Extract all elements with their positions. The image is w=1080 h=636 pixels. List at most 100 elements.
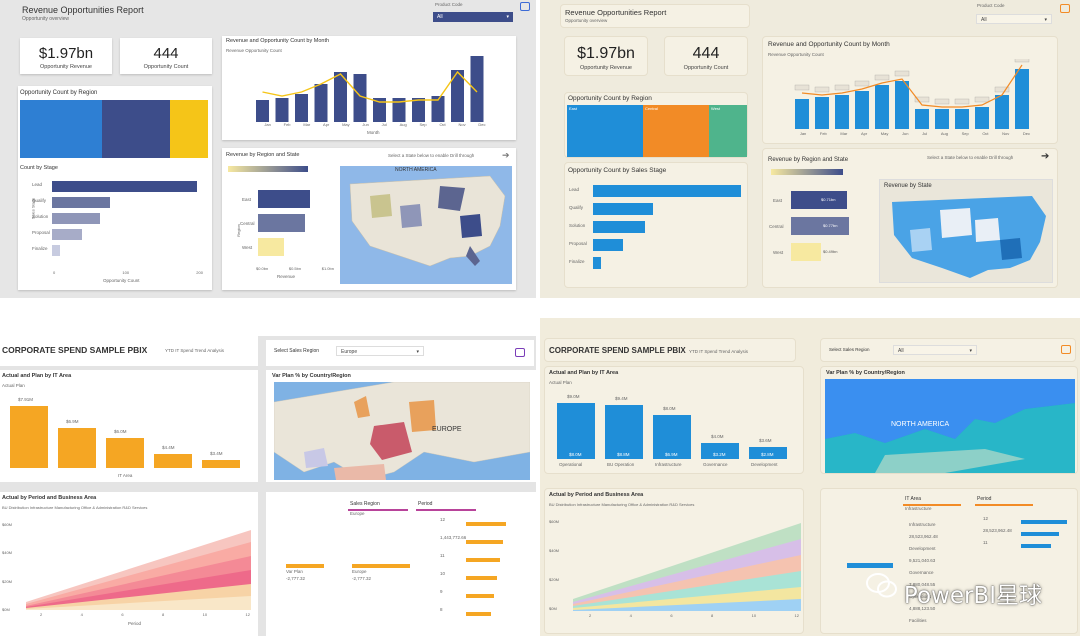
month-bar[interactable] — [431, 96, 445, 122]
comment-icon[interactable] — [1060, 4, 1070, 13]
decomp-filter-2-underline — [975, 504, 1033, 506]
leaf-label: 12 — [440, 517, 446, 522]
leaf-bar[interactable] — [466, 558, 500, 562]
decomp-filter-1[interactable]: Sales Region — [350, 501, 380, 507]
it-bar[interactable] — [202, 460, 240, 468]
it-bar[interactable] — [701, 443, 739, 459]
it-bar[interactable] — [154, 454, 192, 468]
stage-bar[interactable] — [52, 213, 100, 224]
treemap-central[interactable]: Central — [643, 105, 709, 157]
month-bar[interactable] — [470, 56, 484, 122]
leaf-bar[interactable] — [1021, 544, 1051, 548]
product-code-dropdown[interactable]: All ▾ — [433, 12, 513, 22]
leaf-bar[interactable] — [466, 540, 503, 544]
europe-map[interactable]: EUROPE — [274, 382, 530, 480]
it-top-label: $8.0M — [663, 406, 676, 411]
month-bar[interactable] — [373, 98, 386, 122]
leaf-label: 28,523,962.48 — [983, 528, 1012, 533]
rs-bar-east[interactable]: $0.71bn — [791, 191, 847, 209]
product-code-dropdown[interactable]: All ▾ — [976, 14, 1052, 24]
month-bar[interactable] — [392, 98, 406, 122]
kpi-count-value: 444 — [153, 45, 179, 62]
rs-bar-west[interactable]: $0.49bn — [791, 243, 837, 261]
stage-bar[interactable] — [593, 221, 645, 233]
month-bar[interactable] — [955, 109, 969, 129]
month-bar[interactable] — [451, 70, 464, 122]
month-bar[interactable] — [256, 100, 269, 122]
decomp-leaves: 12 28,523,962.48 11 — [981, 516, 1075, 577]
decomp-filter-2[interactable]: Period — [418, 501, 433, 507]
stage-bar[interactable] — [52, 181, 197, 192]
us-map-dark[interactable]: Revenue by State — [879, 179, 1053, 283]
rs-bar-central[interactable]: $0.77bn — [791, 217, 849, 235]
month-bar[interactable] — [855, 91, 869, 129]
rs-bar-central[interactable] — [258, 214, 305, 232]
month-bar[interactable] — [815, 97, 829, 129]
region-dropdown[interactable]: Europe ▾ — [336, 346, 424, 356]
node-label: 7,880,048.55 — [909, 582, 936, 587]
stage-bar[interactable] — [52, 197, 110, 208]
month-chart-card: Revenue and Opportunity Count by Month R… — [762, 36, 1058, 144]
data-label-box — [934, 98, 950, 105]
month-bar[interactable] — [295, 94, 308, 122]
stage-bar[interactable] — [52, 229, 82, 240]
it-bar[interactable] — [605, 405, 643, 459]
it-area-label: BU Operation — [607, 462, 635, 467]
month-bar[interactable] — [875, 85, 889, 129]
region-dropdown[interactable]: All ▾ — [893, 345, 977, 355]
rs-bar-west[interactable] — [258, 238, 284, 256]
leaf-bar[interactable] — [466, 522, 506, 526]
stage-bar[interactable] — [52, 245, 60, 256]
node-bar[interactable] — [352, 564, 410, 568]
month-bar[interactable] — [353, 74, 367, 122]
leaf-bar[interactable] — [466, 576, 497, 580]
month-bar[interactable] — [795, 99, 809, 129]
month-bar[interactable] — [334, 72, 347, 122]
comment-icon[interactable] — [520, 2, 530, 11]
month-bar[interactable] — [412, 98, 425, 122]
it-bars: $9.0M $8.0M Operational $9.4M $8.8M BU Operat… — [545, 387, 805, 473]
it-bar[interactable] — [58, 428, 96, 468]
month-bar[interactable] — [975, 107, 989, 129]
stage-bar[interactable] — [593, 257, 601, 269]
root-bar[interactable] — [847, 563, 893, 568]
month-bar[interactable] — [995, 95, 1009, 129]
treemap-central[interactable] — [102, 100, 170, 158]
stage-bar[interactable] — [593, 239, 623, 251]
it-bar[interactable] — [749, 447, 787, 459]
month-bar[interactable] — [314, 84, 328, 122]
month-bar[interactable] — [1015, 69, 1029, 129]
arrow-right-icon[interactable]: ➔ — [1041, 151, 1050, 162]
month-bar[interactable] — [835, 95, 849, 129]
month-bar[interactable] — [895, 81, 909, 129]
decomp-filter-1-value: Europe — [350, 511, 365, 516]
treemap-east[interactable]: East — [567, 105, 643, 157]
separator-horizontal-right — [540, 298, 1080, 318]
stage-bar[interactable] — [593, 203, 653, 215]
rs-bar-east[interactable] — [258, 190, 310, 208]
comment-icon[interactable] — [1061, 345, 1071, 354]
month-bar[interactable] — [915, 109, 929, 129]
treemap-west[interactable]: West — [709, 105, 747, 157]
it-bar[interactable] — [10, 406, 48, 468]
it-bar[interactable] — [106, 438, 144, 468]
arrow-right-icon[interactable]: ➔ — [502, 150, 510, 160]
leaf-bar[interactable] — [1021, 520, 1067, 524]
leaf-bar[interactable] — [1021, 532, 1059, 536]
comment-icon[interactable] — [515, 348, 525, 357]
month-bar[interactable] — [935, 109, 949, 129]
treemap-east[interactable] — [20, 100, 102, 158]
leaf-bar[interactable] — [466, 612, 491, 616]
root-bar[interactable] — [286, 564, 324, 568]
decomp-filter-2[interactable]: Period — [977, 496, 992, 502]
it-bar[interactable] — [557, 403, 595, 459]
leaf-bar[interactable] — [466, 594, 494, 598]
us-map-light[interactable]: NORTH AMERICA — [340, 166, 512, 284]
stage-bar[interactable] — [593, 185, 741, 197]
na-map[interactable]: NORTH AMERICA — [825, 379, 1075, 473]
it-bar[interactable] — [653, 415, 691, 459]
month-bar[interactable] — [275, 98, 289, 122]
month-chart-svg — [256, 56, 484, 122]
decomp-filter-1[interactable]: IT Area — [905, 496, 922, 502]
treemap-west[interactable] — [170, 100, 208, 158]
